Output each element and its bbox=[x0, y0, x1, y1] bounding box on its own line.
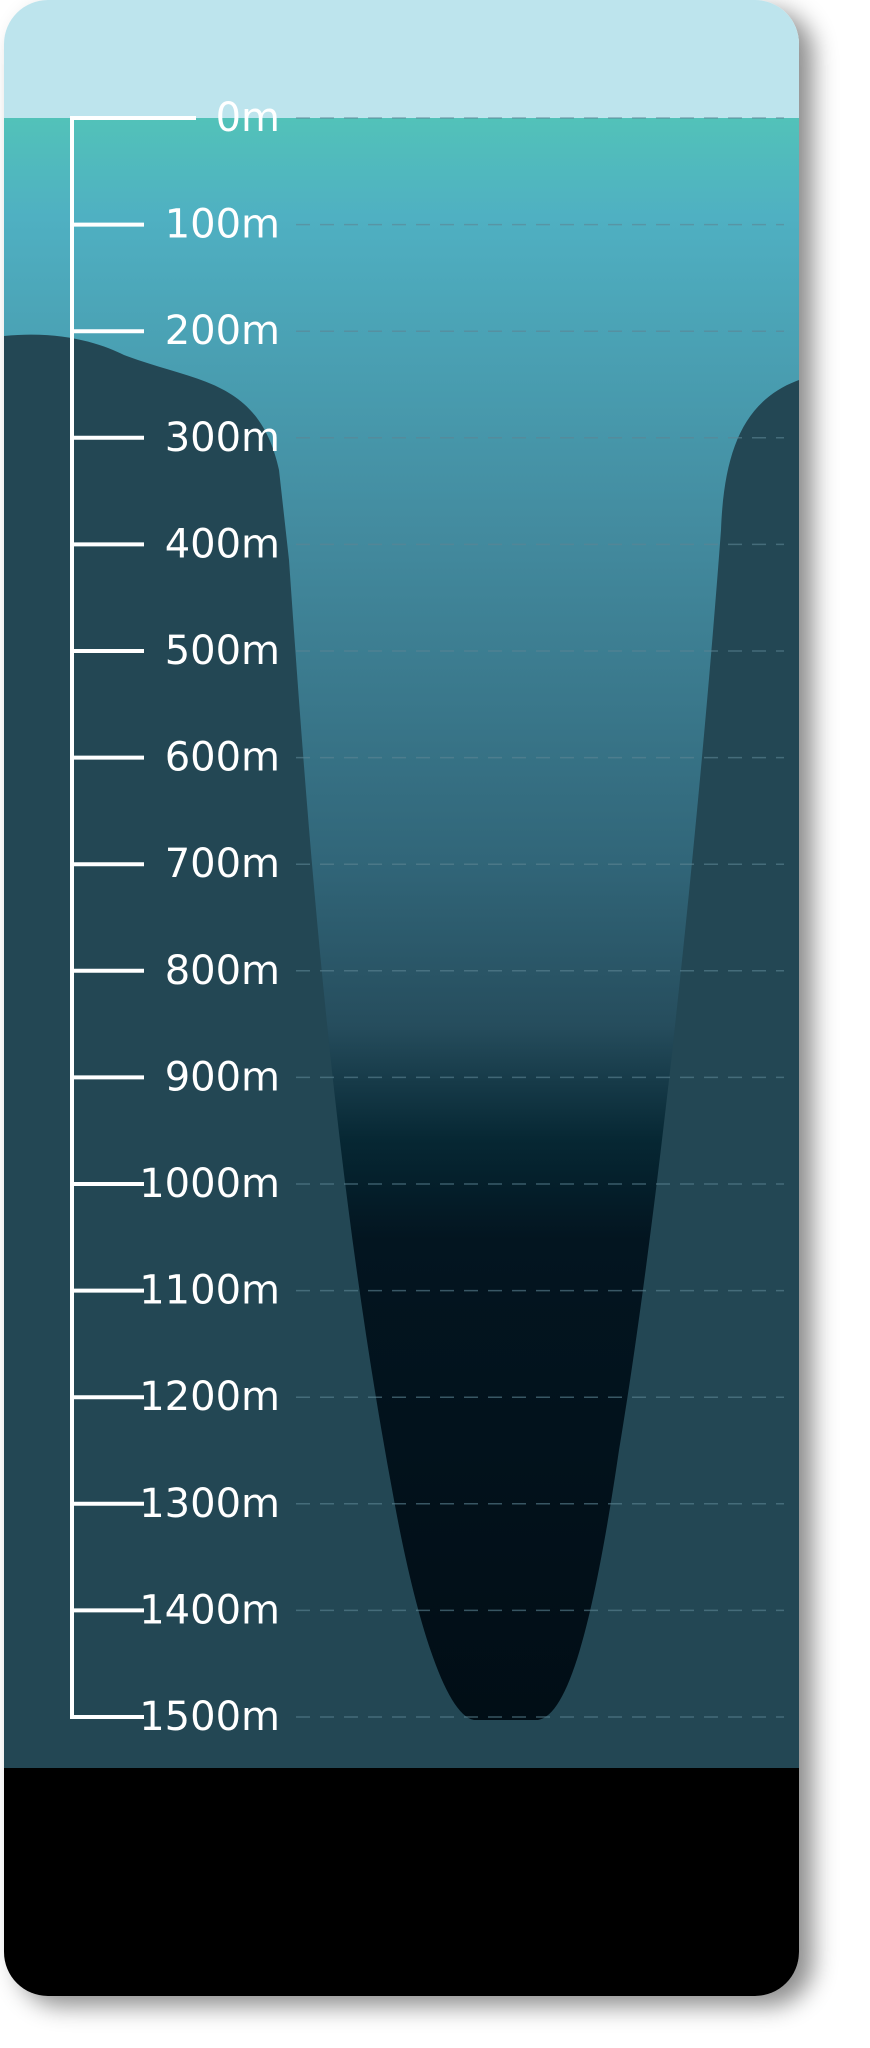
ocean-cross-section: 0m 100m 200m 300m 400m 500m 600m 700m 800m 900m 10… bbox=[4, 0, 799, 1996]
depth-label: 0m bbox=[216, 95, 280, 141]
right-seabed-slope bbox=[538, 380, 799, 1770]
depth-scale: 0m 100m 200m 300m 400m 500m 600m 700m 800m 900m 10… bbox=[70, 95, 280, 1740]
depth-label: 1100m bbox=[139, 1268, 280, 1314]
seabed-band bbox=[4, 1720, 799, 1770]
depth-label: 1200m bbox=[139, 1374, 280, 1420]
ocean-depth-diagram: 0m 100m 200m 300m 400m 500m 600m 700m 800m 900m 10… bbox=[4, 0, 799, 1996]
depth-label: 400m bbox=[165, 521, 280, 567]
depth-label: 700m bbox=[165, 841, 280, 887]
depth-label: 800m bbox=[165, 948, 280, 994]
depth-label: 300m bbox=[165, 415, 280, 461]
black-floor bbox=[4, 1768, 799, 1996]
depth-label: 500m bbox=[165, 628, 280, 674]
depth-label: 600m bbox=[165, 735, 280, 781]
left-seabed-slope bbox=[4, 334, 474, 1770]
sky-band bbox=[4, 0, 799, 118]
depth-label: 900m bbox=[165, 1054, 280, 1100]
depth-label: 100m bbox=[165, 202, 280, 248]
depth-label: 1300m bbox=[139, 1481, 280, 1527]
depth-label: 200m bbox=[165, 308, 280, 354]
depth-label: 1500m bbox=[139, 1694, 280, 1740]
depth-label: 1400m bbox=[139, 1587, 280, 1633]
depth-gridlines bbox=[296, 117, 784, 1718]
depth-label: 1000m bbox=[139, 1161, 280, 1207]
